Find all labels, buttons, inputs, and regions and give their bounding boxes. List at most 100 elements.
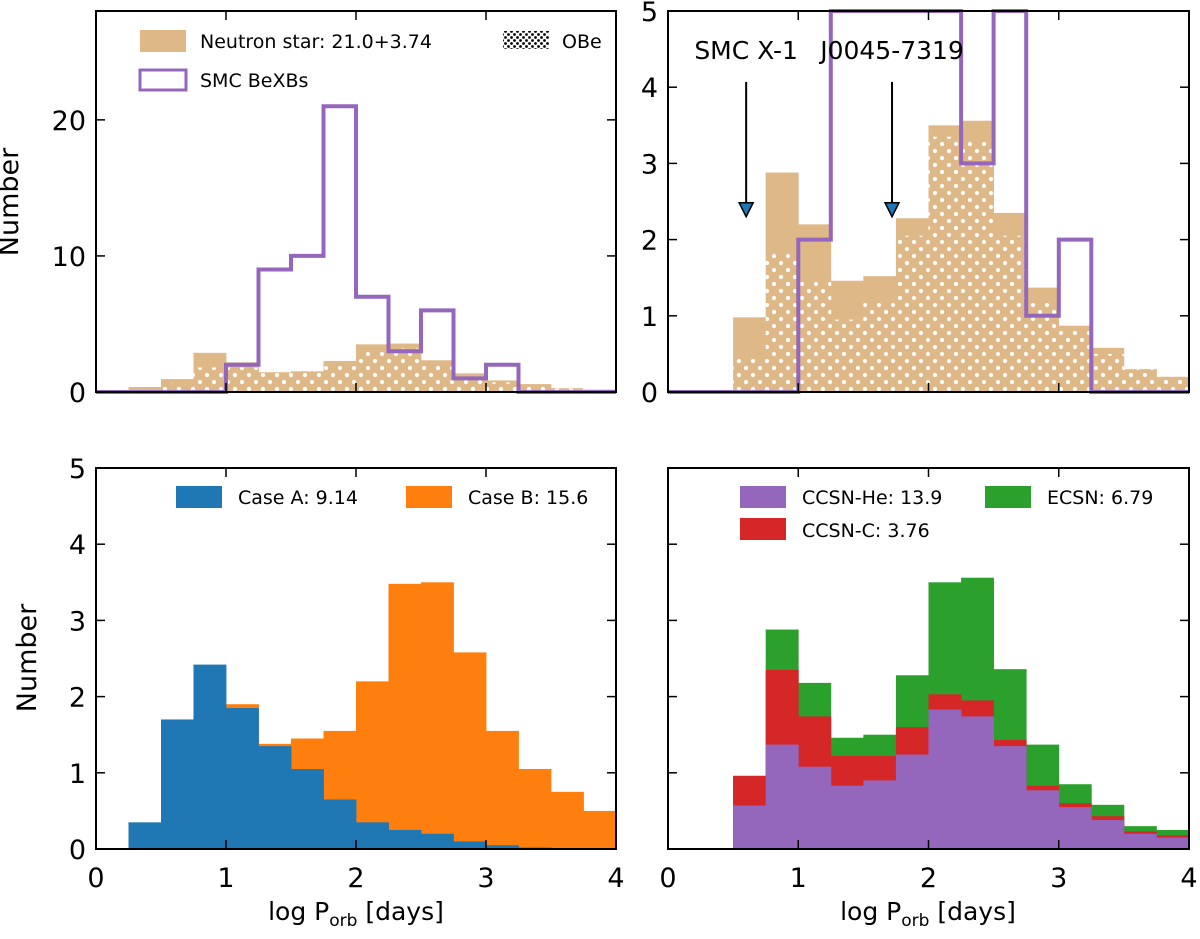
legend-label-neutron: Neutron star: 21.0+3.74: [200, 31, 432, 53]
legend-swatch-obe: [503, 31, 549, 49]
legend-swatch-smc: [138, 68, 188, 92]
legend-label-case-a: Case A: 9.14: [238, 487, 358, 509]
y-tick-label-0: 0: [641, 378, 658, 409]
bar-obe-14: [1156, 376, 1190, 392]
y-tick-label-0: 0: [69, 378, 86, 409]
bar-ccsn-he-2: [765, 744, 799, 849]
annotation-label-smc-x-1: SMC X-1: [694, 36, 798, 65]
annotation-arrow-head-smc-x-1: [737, 201, 755, 219]
x-tick-label-3: 3: [1050, 863, 1067, 894]
x-tick-label-0: 0: [87, 863, 104, 894]
annotations-top-right: SMC X-1 J0045-7319: [694, 36, 964, 219]
legend-label-obe: OBe: [562, 31, 602, 53]
bar-obe-1: [161, 383, 194, 392]
x-axis-label-bottom-right: log Porb [days]: [840, 897, 1016, 931]
ticks-top-right: 0 1 2 3 4 5: [641, 0, 1190, 409]
x-tick-label-4: 4: [607, 863, 624, 894]
x-axis-label-bottom-left: log Porb [days]: [268, 897, 444, 931]
x-tick-label-1: 1: [790, 863, 807, 894]
bar-case-a-2: [193, 664, 227, 849]
bar-case-a-6: [323, 799, 357, 849]
y-tick-label-1: 1: [641, 302, 658, 333]
x-axis-label-main: log P: [268, 897, 329, 926]
bar-case-b-13: [551, 791, 584, 849]
bar-ccsn-he-4: [830, 785, 864, 849]
y-axis-label-top-left: Number: [0, 147, 25, 256]
annotation-arrow-head-j0045-7319: [883, 201, 901, 219]
bar-case-a-3: [226, 708, 259, 849]
bar-ccsn-he-12: [1091, 820, 1125, 849]
bar-ccsn-he-1: [733, 805, 767, 849]
bar-obe-12: [518, 385, 552, 392]
bar-case-a-11: [486, 845, 519, 849]
step-line-smc-bexbs: [96, 104, 616, 394]
legend-label-smc: SMC BeXBs: [200, 70, 308, 92]
x-tick-label-3: 3: [477, 863, 494, 894]
y-tick-label-3: 3: [641, 149, 658, 180]
bar-obe-8: [961, 140, 995, 392]
bar-obe-10: [453, 377, 487, 392]
bar-ccsn-he-10: [1026, 790, 1060, 849]
bar-case-b-12: [518, 768, 552, 849]
bar-case-a-9: [421, 833, 454, 849]
bar-ccsn-he-14: [1156, 837, 1190, 849]
bar-case-b-11: [486, 730, 519, 849]
y-tick-label-10: 10: [52, 242, 86, 273]
bar-obe-5: [291, 372, 324, 392]
panel-top-left: 0 10 20 Number Neutron star: 21.0+3.74 SMC…: [0, 10, 617, 409]
bar-obe-9: [421, 364, 454, 392]
x-axis-label-sub: orb: [329, 911, 357, 931]
y-tick-label-3: 3: [69, 606, 86, 637]
bar-ccsn-he-11: [1058, 807, 1092, 849]
legend-swatch-case-a: [176, 486, 222, 508]
x-tick-label-0: 0: [659, 863, 676, 894]
y-tick-label-1: 1: [69, 759, 86, 790]
legend-swatch-case-b: [406, 486, 452, 508]
x-tick-label-4: 4: [1180, 863, 1197, 894]
panel-top-right: 0 1 2 3 4 5 SMC X-1 J0045-7319: [641, 0, 1190, 409]
bar-case-b-14: [583, 810, 617, 849]
legend-swatch-ccsn-he: [740, 486, 786, 508]
bar-case-a-7: [356, 822, 389, 849]
bar-obe-3: [798, 281, 832, 392]
y-tick-label-5: 5: [69, 454, 86, 485]
bar-obe-2: [765, 253, 799, 392]
y-tick-label-2: 2: [69, 683, 86, 714]
x-axis-label-sub: orb: [901, 911, 929, 931]
bar-case-a-4: [258, 746, 292, 849]
y-tick-label-4: 4: [69, 530, 86, 561]
bar-obe-8: [388, 348, 422, 392]
legend-swatch-ccsn-c: [740, 518, 786, 540]
bar-obe-11: [1058, 329, 1092, 392]
bar-obe-7: [356, 349, 389, 392]
annotation-label-j0045-7319: J0045-7319: [818, 36, 964, 65]
bar-obe-9: [993, 235, 1027, 392]
bar-case-b-8: [388, 583, 422, 849]
bar-ccsn-he-7: [928, 709, 962, 849]
ticks-top-left: 0 10 20: [52, 11, 617, 409]
bar-obe-4: [830, 319, 864, 392]
x-axis-label-suffix: [days]: [929, 897, 1015, 926]
x-tick-label-1: 1: [217, 863, 234, 894]
bar-case-a-10: [453, 841, 487, 849]
panel-bottom-left: 0 1 2 3 4 0 1 2 3 4 5 Number log Porb [days] Case …: [12, 454, 625, 931]
panel-bottom-right: 0 1 2 3 4 log Porb [days] CCSN-He: 13.9 CCSN…: [659, 467, 1198, 931]
bars-bottom-right: [733, 577, 1190, 849]
bars-bottom-left: [128, 582, 617, 849]
legend-top-left: Neutron star: 21.0+3.74 SMC BeXBs OBe: [138, 30, 602, 92]
bar-ccsn-he-8: [961, 716, 995, 849]
legend-label-case-b: Case B: 15.6: [468, 487, 588, 509]
y-tick-label-20: 20: [52, 106, 86, 137]
bar-obe-3: [226, 367, 259, 392]
bar-obe-5: [863, 300, 897, 392]
bar-obe-6: [895, 235, 929, 392]
bar-case-a-8: [388, 829, 422, 849]
bar-ccsn-he-3: [798, 766, 832, 849]
bar-obe-2: [193, 367, 227, 392]
legend-bottom-right: CCSN-He: 13.9 CCSN-C: 3.76 ECSN: 6.79: [740, 486, 1153, 542]
bar-obe-11: [486, 382, 519, 392]
bar-ccsn-he-13: [1123, 833, 1157, 849]
legend-bottom-left: Case A: 9.14 Case B: 15.6: [176, 486, 588, 509]
x-axis-label-main: log P: [840, 897, 901, 926]
bar-case-a-5: [291, 768, 324, 849]
